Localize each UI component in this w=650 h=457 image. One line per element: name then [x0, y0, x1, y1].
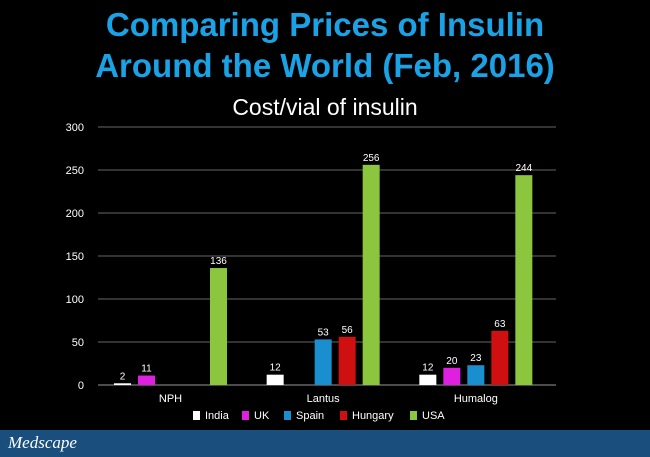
bar-usa-nph: [210, 268, 227, 385]
data-label: 20: [446, 356, 458, 367]
data-label: 12: [422, 363, 434, 374]
bar-usa-humalog: [515, 175, 533, 385]
data-label: 56: [342, 325, 354, 336]
data-label: 136: [210, 256, 227, 267]
medscape-logo: Medscape: [8, 433, 77, 452]
bar-spain-humalog: [467, 365, 485, 385]
bar-hungary-humalog: [491, 330, 509, 385]
legend-label-usa: USA: [422, 410, 445, 422]
legend-swatch-india: [193, 411, 200, 420]
bar-chart: 0 50 100 150 200 250 300 2 11 136 NPH 12 53 56 256 Lant…: [66, 122, 556, 422]
y-tick-label: 150: [66, 251, 84, 263]
bar-uk-humalog: [443, 367, 461, 385]
y-tick-label: 200: [66, 208, 84, 220]
y-tick-label: 300: [66, 122, 84, 134]
data-label: 11: [141, 364, 152, 375]
y-tick-label: 0: [78, 380, 84, 392]
bar-india-nph: [114, 383, 131, 385]
legend-label-uk: UK: [254, 410, 270, 422]
data-label: 244: [515, 163, 532, 174]
y-tick-label: 250: [66, 165, 84, 177]
legend-swatch-usa: [410, 411, 417, 420]
data-label: 12: [270, 363, 282, 374]
bar-india-lantus: [266, 374, 284, 385]
legend-label-spain: Spain: [296, 410, 324, 422]
x-tick-label: NPH: [159, 393, 182, 405]
chart-subtitle: Cost/vial of insulin: [232, 94, 418, 120]
chart-title-line2: Around the World (Feb, 2016): [95, 47, 555, 84]
legend-label-hungary: Hungary: [352, 410, 394, 422]
data-label: 23: [470, 353, 482, 364]
legend-swatch-uk: [242, 411, 249, 420]
data-label: 2: [120, 371, 126, 382]
chart-title-line1: Comparing Prices of Insulin: [105, 6, 545, 43]
legend-swatch-spain: [284, 411, 291, 420]
bar-usa-lantus: [362, 164, 380, 385]
bar-uk-nph: [138, 375, 155, 385]
y-tick-label: 50: [72, 337, 84, 349]
bar-hungary-lantus: [338, 336, 356, 385]
bar-spain-lantus: [314, 339, 332, 385]
data-label: 53: [318, 327, 330, 338]
data-label: 256: [363, 153, 380, 164]
footer-bar: Medscape: [0, 430, 650, 457]
data-label: 63: [494, 319, 506, 330]
x-tick-label: Humalog: [454, 393, 498, 405]
y-tick-label: 100: [66, 294, 84, 306]
bar-india-humalog: [419, 374, 437, 385]
x-tick-label: Lantus: [307, 393, 341, 405]
chart-title: Comparing Prices of Insulin Around the W…: [0, 4, 650, 86]
legend-swatch-hungary: [340, 411, 347, 420]
legend-label-india: India: [205, 410, 230, 422]
